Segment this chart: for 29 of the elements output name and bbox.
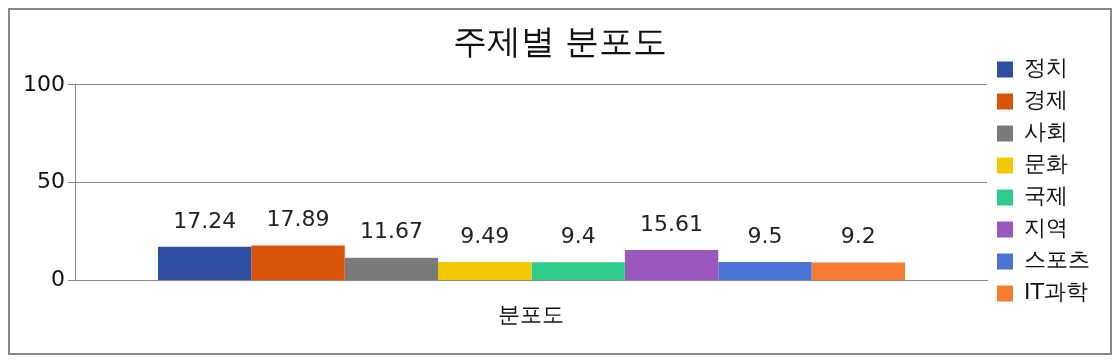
legend-label: 지역 bbox=[1024, 215, 1068, 241]
y-tick-label: 100 bbox=[22, 70, 65, 96]
legend-label: 문화 bbox=[1024, 151, 1068, 177]
data-label: 17.89 bbox=[266, 206, 330, 232]
data-label: 11.67 bbox=[359, 218, 423, 244]
bar bbox=[157, 246, 252, 281]
legend-label: 정치 bbox=[1024, 55, 1068, 81]
chart-title: 주제별 분포도 bbox=[452, 21, 668, 62]
data-label: 15.61 bbox=[640, 210, 704, 236]
y-tick-label: 0 bbox=[50, 266, 65, 292]
data-label: 17.24 bbox=[173, 207, 237, 233]
bar bbox=[438, 262, 532, 281]
legend-label: 스포츠 bbox=[1024, 247, 1090, 273]
data-label: 9.49 bbox=[460, 222, 510, 248]
bar bbox=[531, 262, 625, 281]
data-label: 9.2 bbox=[840, 223, 876, 249]
bar bbox=[811, 262, 906, 281]
legend-label: 사회 bbox=[1024, 119, 1068, 145]
legend-label: IT과학 bbox=[1024, 279, 1088, 305]
data-label: 9.5 bbox=[747, 222, 783, 248]
bar bbox=[251, 245, 345, 281]
data-label: 9.4 bbox=[560, 222, 596, 248]
legend-label: 경제 bbox=[1024, 87, 1068, 113]
bar bbox=[344, 257, 439, 281]
bar bbox=[718, 262, 812, 281]
y-tick-label: 50 bbox=[36, 168, 65, 194]
bar bbox=[624, 250, 719, 281]
x-tick-label: 분포도 bbox=[498, 301, 565, 327]
legend-label: 국제 bbox=[1024, 183, 1068, 209]
